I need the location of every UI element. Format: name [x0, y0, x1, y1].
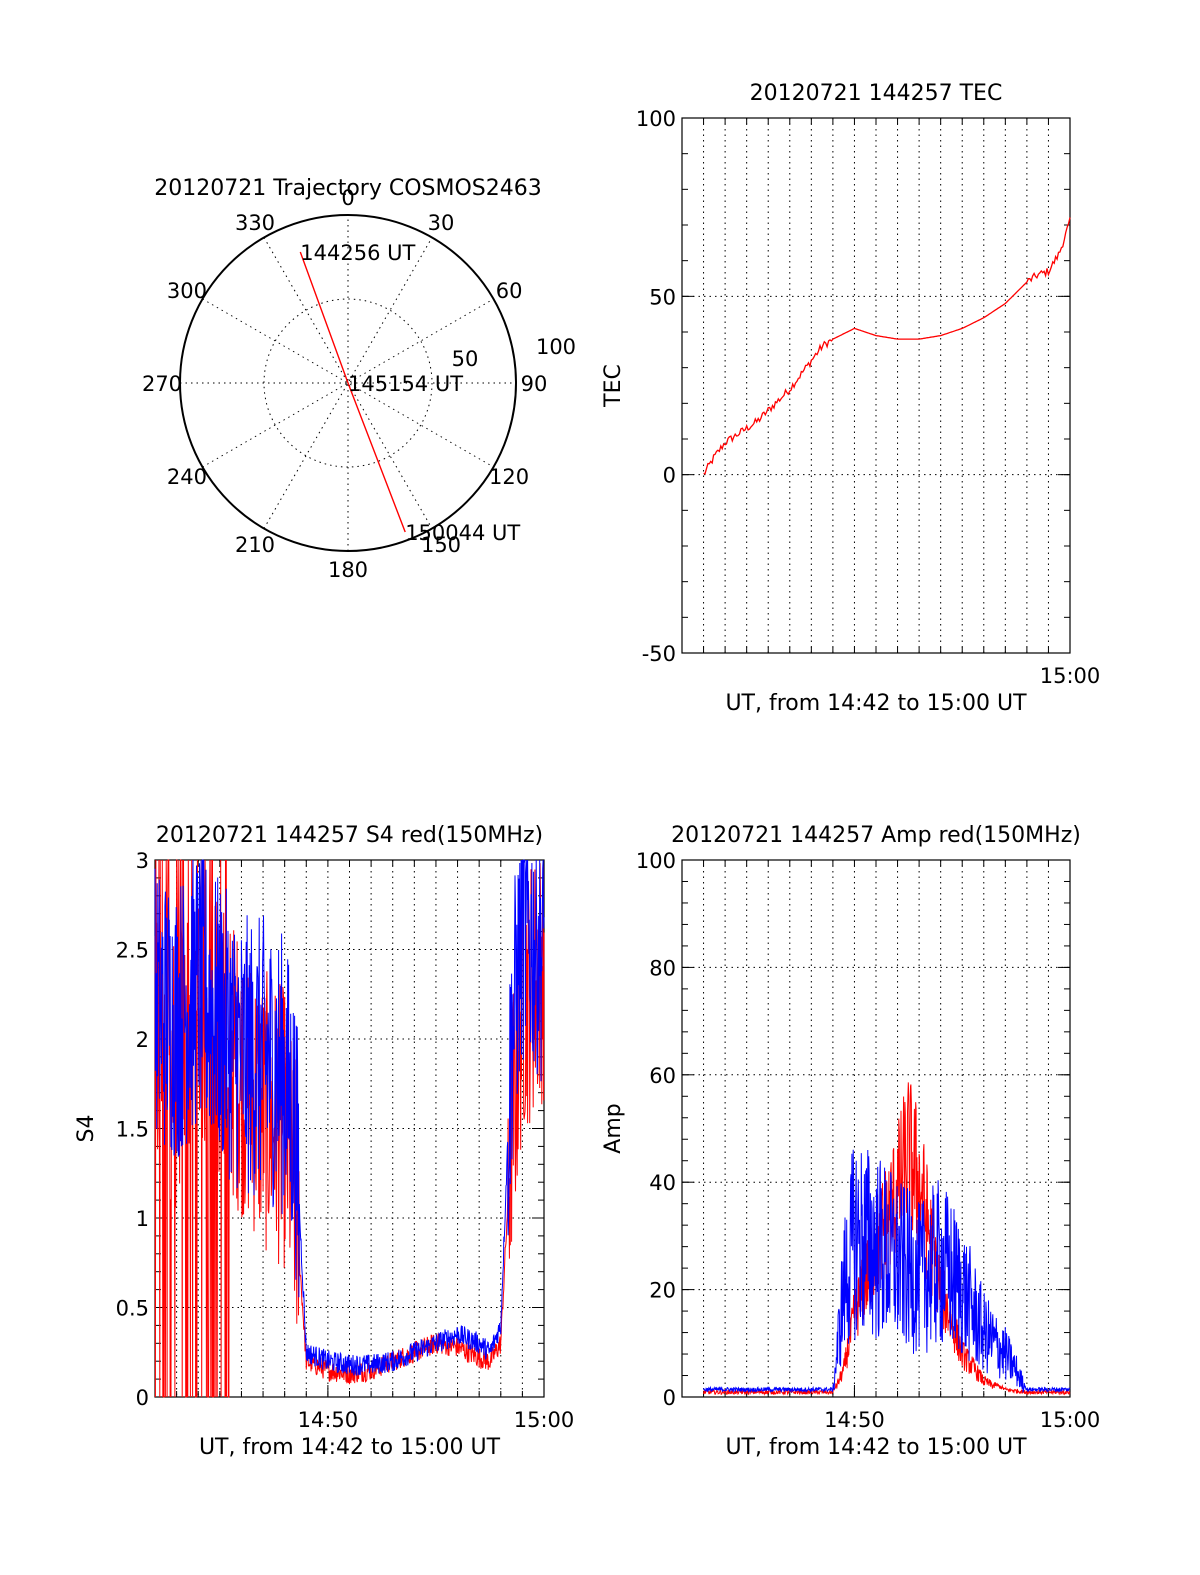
x-tick-label: 14:50 [298, 1408, 359, 1432]
y-tick-label: 100 [636, 849, 676, 873]
y-tick-label: 3 [136, 849, 149, 873]
angle-label: 180 [328, 558, 368, 582]
x-axis-label: UT, from 14:42 to 15:00 UT [725, 1435, 1027, 1460]
y-tick-label: 0.5 [116, 1297, 149, 1321]
angle-label: 300 [167, 279, 207, 303]
x-axis-label: UT, from 14:42 to 15:00 UT [199, 1435, 501, 1460]
x-tick-label: 15:00 [1040, 664, 1101, 688]
y-tick-label: 100 [636, 107, 676, 131]
y-tick-label: 2 [136, 1028, 149, 1052]
y-tick-label: 2.5 [116, 939, 149, 963]
angle-label: 90 [521, 372, 548, 396]
s4-chart-series-blue [154, 859, 545, 1376]
y-tick-label: 80 [649, 956, 676, 980]
angle-label: 30 [428, 211, 455, 235]
inner-ring-grid [263, 298, 433, 468]
angle-label: 120 [489, 465, 529, 489]
y-tick-label: 0 [663, 1386, 676, 1410]
angle-label: 240 [167, 465, 207, 489]
chart-title: 20120721 144257 S4 red(150MHz) [156, 823, 543, 848]
chart-title: 20120721 144257 Amp red(150MHz) [671, 823, 1081, 848]
amp-chart-series-red [703, 1082, 1071, 1396]
y-tick-label: 60 [649, 1064, 676, 1088]
track-time-label: 144256 UT [300, 241, 415, 265]
x-tick-label: 15:00 [514, 1408, 575, 1432]
track-time-label: 150044 UT [405, 521, 520, 545]
y-tick-label: 0 [136, 1386, 149, 1410]
plot-frame [681, 117, 1071, 654]
s4-chart: 0 0.5 1 1.5 2 2.5 3 14:50 15:00 20120721 144257 S… [74, 823, 574, 1460]
y-axis-label: TEC [601, 364, 626, 408]
amp-chart: 0 20 40 60 80 100 14:50 15:00 20120721 144257 Am… [601, 823, 1100, 1460]
y-tick-label: 20 [649, 1279, 676, 1303]
y-axis-label: Amp [601, 1103, 626, 1153]
tec-chart: -50 0 50 100 15:00 20120721 144257 TEC UT, fro… [601, 81, 1100, 716]
x-tick-label: 15:00 [1040, 1408, 1101, 1432]
spoke-grid [202, 298, 494, 468]
angle-label: 270 [142, 372, 182, 396]
y-tick-label: 0 [663, 464, 676, 488]
plot-frame [681, 859, 1071, 1398]
y-tick-label: 40 [649, 1171, 676, 1195]
y-tick-label: 50 [649, 285, 676, 309]
radius-label: 100 [536, 335, 576, 359]
track-time-label: 145154 UT [348, 372, 463, 396]
spoke-grid [263, 237, 433, 529]
y-tick-label: 1 [136, 1207, 149, 1231]
angle-label: 210 [235, 533, 275, 557]
angle-label: 150 [421, 533, 461, 557]
x-tick-label: 14:50 [824, 1408, 885, 1432]
chart-title: 20120721 Trajectory COSMOS2463 [154, 176, 541, 201]
angle-label: 60 [496, 279, 523, 303]
x-axis-label: UT, from 14:42 to 15:00 UT [725, 691, 1027, 716]
y-tick-label: 1.5 [116, 1118, 149, 1142]
angle-label: 0 [341, 186, 354, 210]
amp-chart-series-blue [703, 1149, 1071, 1394]
spoke-grid [263, 237, 433, 529]
y-tick-label: -50 [642, 642, 676, 666]
spoke-grid [202, 298, 494, 468]
trajectory-line [299, 251, 406, 533]
tec-series-line [703, 217, 1071, 475]
chart-title: 20120721 144257 TEC [750, 81, 1003, 106]
angle-label: 330 [235, 211, 275, 235]
radius-label: 50 [452, 347, 479, 371]
y-axis-label: S4 [74, 1115, 99, 1143]
